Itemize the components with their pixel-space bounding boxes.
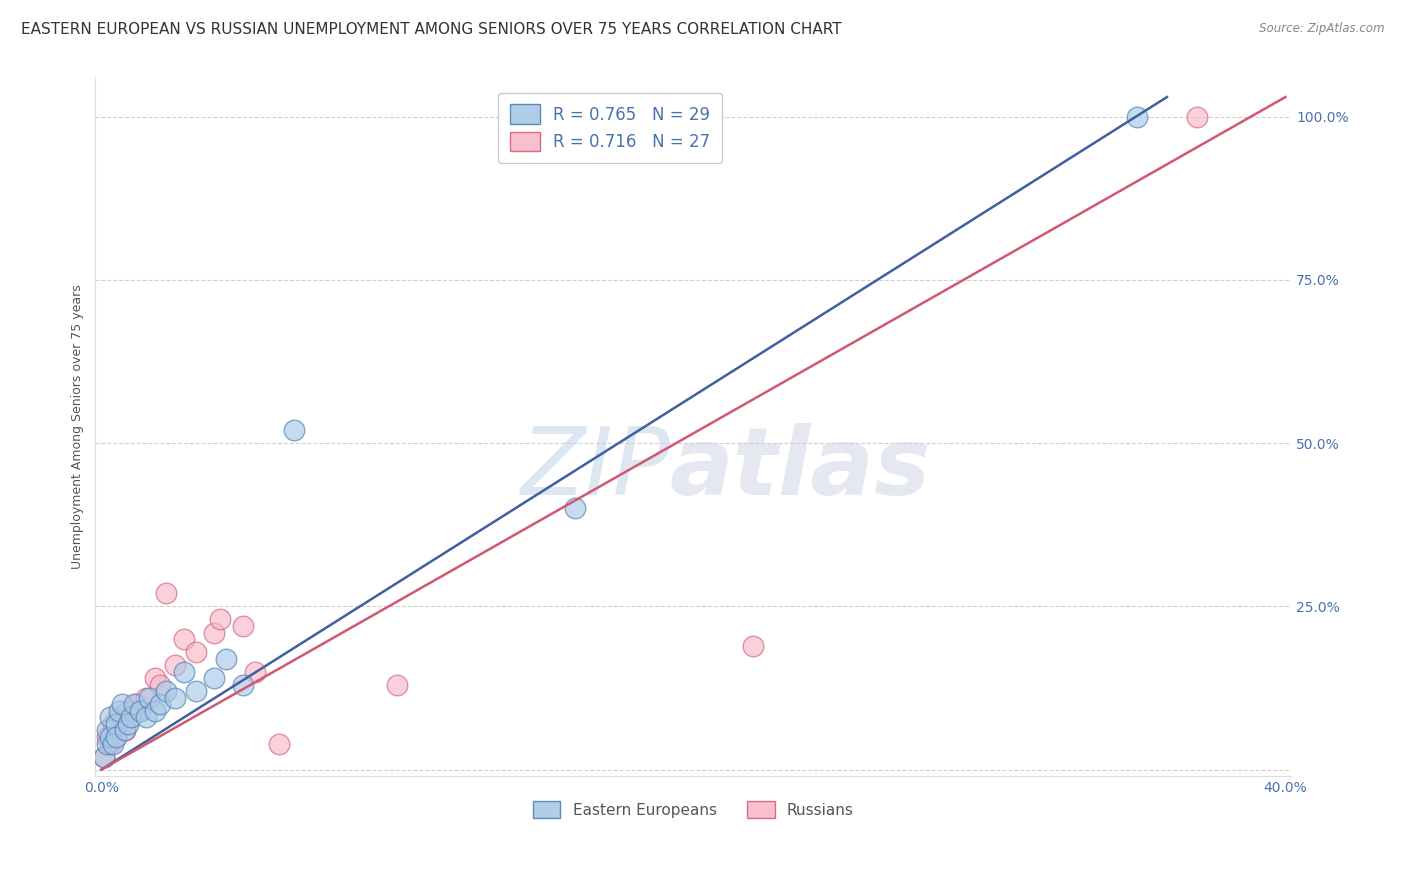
Point bbox=[564, 501, 586, 516]
Point bbox=[208, 612, 231, 626]
Point bbox=[741, 639, 763, 653]
Text: EASTERN EUROPEAN VS RUSSIAN UNEMPLOYMENT AMONG SENIORS OVER 75 YEARS CORRELATION: EASTERN EUROPEAN VS RUSSIAN UNEMPLOYMENT… bbox=[21, 22, 842, 37]
Point bbox=[128, 704, 150, 718]
Point bbox=[93, 749, 115, 764]
Point bbox=[105, 730, 128, 744]
Point bbox=[117, 717, 139, 731]
Point bbox=[232, 619, 254, 633]
Point bbox=[173, 632, 195, 646]
Point bbox=[114, 723, 136, 738]
Point bbox=[232, 678, 254, 692]
Point bbox=[128, 704, 150, 718]
Point bbox=[149, 698, 172, 712]
Point bbox=[165, 658, 187, 673]
Text: Source: ZipAtlas.com: Source: ZipAtlas.com bbox=[1260, 22, 1385, 36]
Point bbox=[135, 690, 157, 705]
Legend: Eastern Europeans, Russians: Eastern Europeans, Russians bbox=[527, 795, 860, 824]
Point bbox=[101, 737, 124, 751]
Point bbox=[98, 730, 121, 744]
Point bbox=[165, 690, 187, 705]
Point bbox=[173, 665, 195, 679]
Point bbox=[155, 586, 177, 600]
Point bbox=[1185, 110, 1208, 124]
Point bbox=[184, 684, 207, 698]
Point bbox=[120, 710, 142, 724]
Point bbox=[155, 684, 177, 698]
Text: ZIP: ZIP bbox=[520, 423, 669, 514]
Point bbox=[96, 737, 118, 751]
Point bbox=[125, 698, 148, 712]
Point bbox=[114, 723, 136, 738]
Y-axis label: Unemployment Among Seniors over 75 years: Unemployment Among Seniors over 75 years bbox=[72, 285, 84, 569]
Point bbox=[138, 690, 160, 705]
Point bbox=[105, 717, 128, 731]
Point bbox=[101, 717, 124, 731]
Point bbox=[111, 698, 134, 712]
Point bbox=[1126, 110, 1149, 124]
Point bbox=[105, 730, 128, 744]
Point bbox=[202, 671, 225, 685]
Point bbox=[143, 671, 166, 685]
Text: atlas: atlas bbox=[669, 423, 931, 515]
Point bbox=[93, 749, 115, 764]
Point bbox=[120, 710, 142, 724]
Point bbox=[387, 678, 409, 692]
Point bbox=[184, 645, 207, 659]
Point bbox=[117, 704, 139, 718]
Point bbox=[143, 704, 166, 718]
Point bbox=[283, 423, 305, 437]
Point bbox=[96, 730, 118, 744]
Point bbox=[108, 710, 131, 724]
Point bbox=[98, 737, 121, 751]
Point bbox=[96, 723, 118, 738]
Point bbox=[267, 737, 290, 751]
Point bbox=[214, 651, 236, 665]
Point bbox=[108, 704, 131, 718]
Point bbox=[122, 698, 145, 712]
Point bbox=[245, 665, 267, 679]
Point bbox=[149, 678, 172, 692]
Point bbox=[202, 625, 225, 640]
Point bbox=[111, 717, 134, 731]
Point bbox=[98, 710, 121, 724]
Point bbox=[135, 710, 157, 724]
